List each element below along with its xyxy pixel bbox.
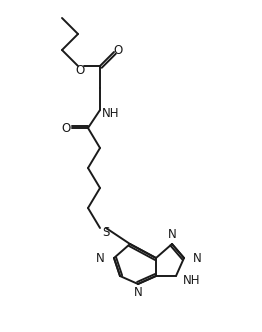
Text: N: N	[134, 287, 142, 299]
Text: S: S	[102, 226, 109, 239]
Text: O: O	[75, 63, 85, 76]
Text: O: O	[61, 122, 71, 134]
Text: N: N	[168, 228, 176, 241]
Text: NH: NH	[102, 107, 119, 120]
Text: N: N	[96, 252, 105, 265]
Text: N: N	[193, 252, 202, 265]
Text: NH: NH	[183, 275, 200, 288]
Text: O: O	[113, 43, 123, 56]
